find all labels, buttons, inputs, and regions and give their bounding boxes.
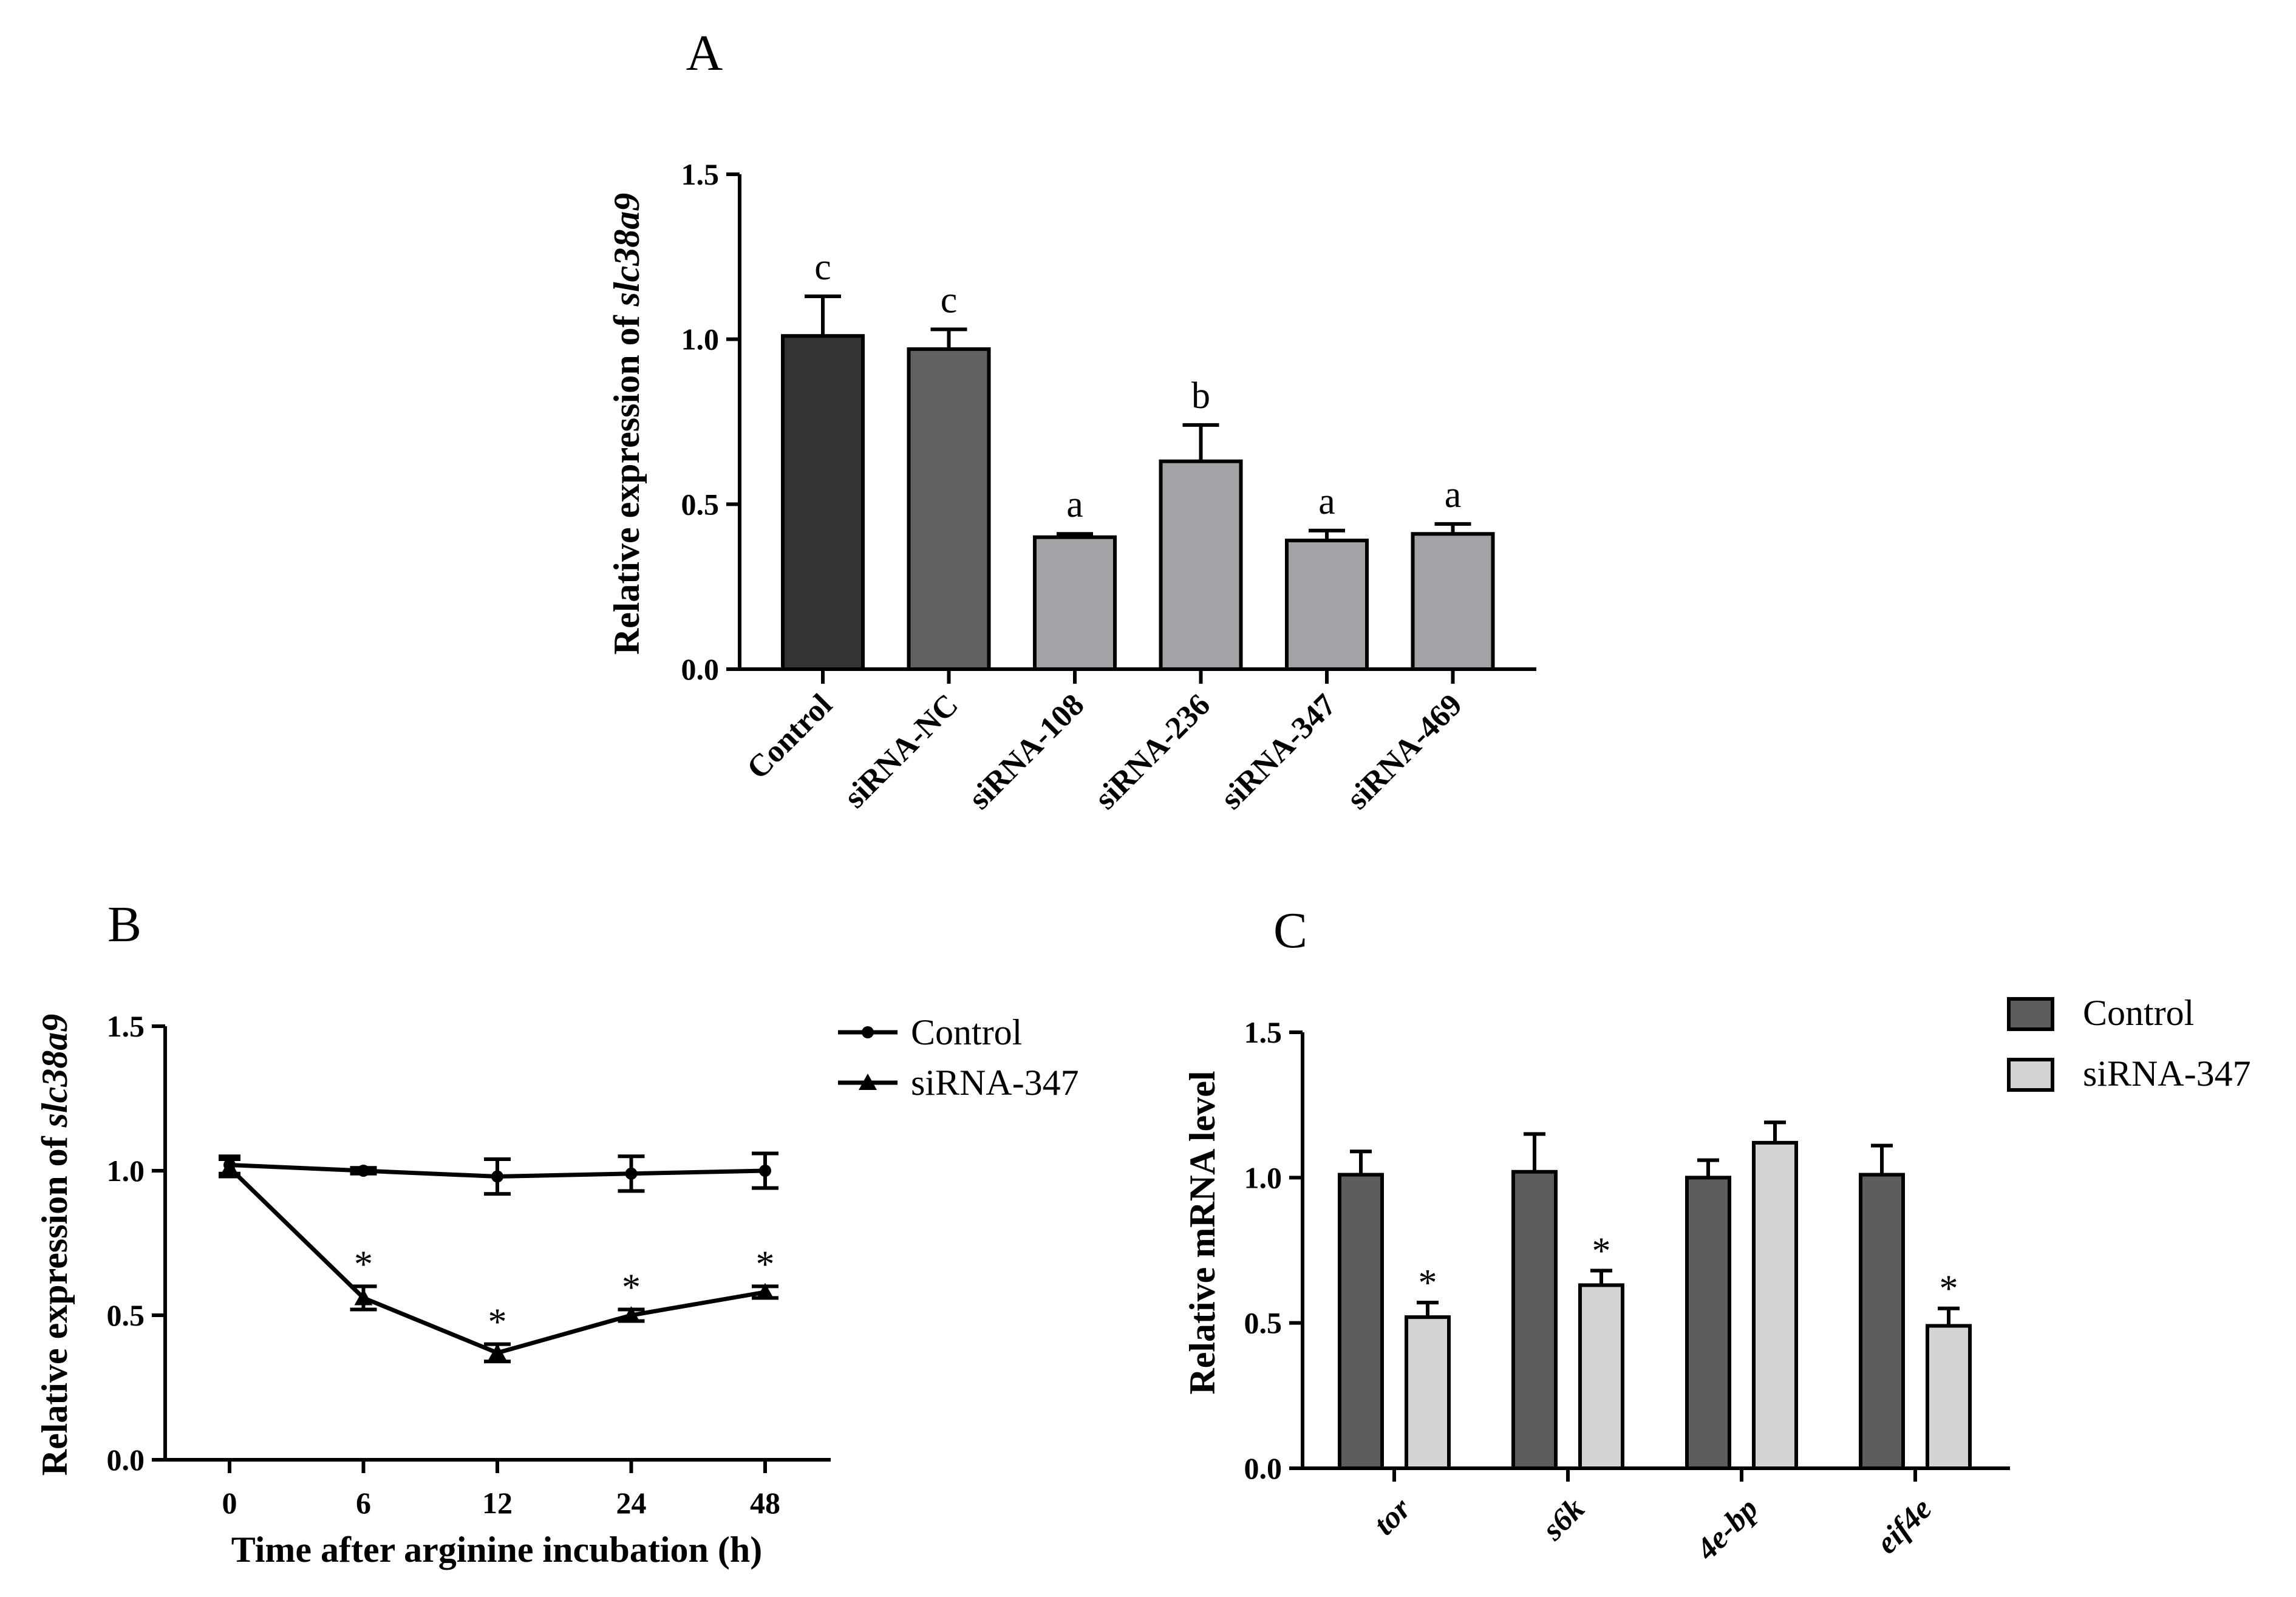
panel-a-category-label: siRNA-NC	[837, 687, 965, 815]
panel-a-category-label: siRNA-469	[1340, 687, 1469, 816]
panel-a-category-label: siRNA-236	[1088, 687, 1217, 816]
panel-c-category-label: eif4e	[1870, 1491, 1939, 1561]
panel-a-bar	[781, 334, 865, 671]
panel-a-category-label: Control	[740, 687, 839, 786]
panel-c-bar	[1578, 1283, 1624, 1470]
panel-b-x-tick-label: 48	[750, 1486, 780, 1520]
panel-b-legend-label: siRNA-347	[911, 1063, 1079, 1103]
panel-c-label: C	[1273, 902, 1307, 959]
panel-c-bar	[1926, 1324, 1972, 1471]
panel-c-legend-swatch	[2007, 1058, 2054, 1092]
panel-c-legend-swatch	[2007, 997, 2054, 1031]
panel-c-y-tick-label: 0.0	[1244, 1451, 1283, 1485]
panel-b-x-tick-label: 24	[616, 1486, 647, 1520]
panel-c-y-tick-label: 0.5	[1244, 1306, 1283, 1340]
panel-a-bar	[1411, 532, 1495, 671]
panel-b-point	[759, 1165, 771, 1177]
panel-b-significance-star: *	[488, 1302, 507, 1343]
panel-b-x-tick-label: 12	[482, 1486, 513, 1520]
panel-c-error-bar	[1764, 1120, 1786, 1143]
panel-a-category-label: siRNA-108	[962, 687, 1091, 816]
panel-b-y-tick-label: 0.5	[107, 1298, 145, 1332]
panel-b-significance-star: *	[622, 1267, 641, 1308]
panel-a-y-tick-label: 0.0	[681, 652, 720, 686]
panel-a-y-tick-label: 0.5	[681, 487, 720, 521]
panel-b-point	[622, 1306, 641, 1323]
panel-c-y-tick-label: 1.0	[1244, 1160, 1283, 1194]
panel-c-significance-star: *	[1419, 1262, 1437, 1304]
panel-a-error-bar	[1182, 423, 1219, 461]
panel-a-significance-letter: a	[1318, 481, 1335, 522]
panel-b-point	[488, 1343, 506, 1360]
panel-c-category-label: tor	[1367, 1491, 1418, 1542]
panel-b-label: B	[107, 896, 141, 953]
panel-b-y-tick-label: 0.0	[107, 1443, 145, 1477]
panel-b-point	[625, 1167, 638, 1180]
panel-c-error-bar	[1938, 1306, 1960, 1326]
panel-c-category-label: s6k	[1535, 1491, 1591, 1547]
panel-a-label: A	[686, 25, 723, 81]
panel-c-significance-star: *	[1940, 1268, 1958, 1310]
panel-c-bar	[1338, 1173, 1384, 1470]
panel-b-point	[220, 1159, 239, 1176]
panel-a-bar	[1285, 539, 1369, 671]
panel-c-bar	[1405, 1315, 1451, 1470]
panel-a-significance-letter: c	[941, 279, 958, 321]
panel-a-bar	[1159, 459, 1243, 671]
panel-b-significance-star: *	[756, 1244, 775, 1285]
panel-c-category-label: 4e-bp	[1689, 1491, 1765, 1567]
panel-c-bar	[1685, 1176, 1731, 1471]
panel-c-bar	[1511, 1170, 1558, 1470]
panel-b-y-tick-label: 1.0	[107, 1154, 145, 1188]
panel-c-y-axis-label: Relative mRNA level	[1182, 1071, 1222, 1394]
panel-a-significance-letter: c	[814, 247, 831, 288]
panel-b-legend-marker	[862, 1026, 874, 1038]
panel-c-legend-label: Control	[2083, 993, 2194, 1033]
panel-a: A Relative expression of slc38a9 0.0 0.5 1…	[607, 25, 1536, 816]
panel-b-significance-star: *	[354, 1244, 373, 1285]
panel-a-significance-letter: a	[1066, 484, 1083, 525]
panel-b-point	[756, 1282, 774, 1299]
panel-a-error-bar	[930, 327, 967, 349]
panel-c-legend-label: siRNA-347	[2083, 1054, 2251, 1094]
panel-b: B Relative expression of slc38a9 Time af…	[35, 896, 1079, 1570]
panel-b-x-tick-label: 6	[356, 1486, 371, 1520]
panel-a-error-bar	[1057, 532, 1093, 537]
panel-c-significance-star: *	[1592, 1231, 1611, 1272]
panel-c-error-bar	[1697, 1158, 1719, 1178]
panel-a-error-bar	[1309, 528, 1345, 541]
panel-b-point	[491, 1170, 503, 1183]
panel-c-error-bar	[1524, 1132, 1545, 1172]
panel-a-bar	[907, 347, 991, 671]
panel-a-y-tick-label: 1.0	[681, 322, 720, 356]
panel-a-y-tick-label: 1.5	[681, 157, 720, 191]
panel-c-error-bar	[1350, 1149, 1372, 1175]
panel-a-error-bar	[1434, 522, 1471, 534]
panel-b-point	[354, 1289, 373, 1306]
panel-c-bar	[1859, 1173, 1905, 1470]
panel-a-y-axis-label: Relative expression of slc38a9	[607, 193, 647, 655]
panel-c: C Relative mRNA level 0.0 0.5 1.0 1.5 * tor * s…	[1182, 902, 2251, 1567]
panel-a-bar	[1033, 535, 1117, 672]
panel-b-y-axis-label: Relative expression of slc38a9	[35, 1014, 75, 1476]
panel-a-significance-letter: b	[1191, 375, 1210, 417]
panel-c-y-tick-label: 1.5	[1244, 1015, 1283, 1049]
panel-c-error-bar	[1871, 1143, 1893, 1175]
panel-a-significance-letter: a	[1445, 474, 1462, 516]
panel-b-legend-label: Control	[911, 1012, 1022, 1052]
panel-c-error-bar	[1417, 1301, 1439, 1318]
panel-b-x-axis-label: Time after arginine incubation (h)	[231, 1530, 762, 1570]
panel-c-bar	[1752, 1140, 1798, 1470]
panel-c-error-bar	[1590, 1268, 1612, 1285]
panel-a-error-bar	[805, 295, 841, 336]
panel-b-legend-marker	[859, 1074, 877, 1090]
panel-b-y-tick-label: 1.5	[107, 1009, 145, 1043]
panel-b-point	[357, 1165, 370, 1177]
panel-a-category-label: siRNA-347	[1214, 687, 1343, 816]
panel-b-x-tick-label: 0	[222, 1486, 237, 1520]
